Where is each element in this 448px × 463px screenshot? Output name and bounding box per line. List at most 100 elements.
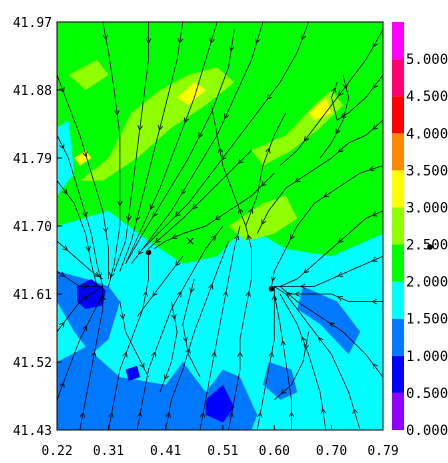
- streamline-arrow: [82, 325, 88, 332]
- streamline-arrow: [59, 271, 66, 277]
- streamline-arrow: [93, 271, 100, 277]
- streamline-arrow: [372, 363, 378, 370]
- streamline-arrow: [176, 291, 182, 298]
- streamline-arrow: [91, 351, 97, 358]
- streamline-arrow: [82, 211, 88, 218]
- streamline-arrow: [59, 321, 65, 328]
- streamline-13: [331, 74, 383, 121]
- colorbar-bin-10: [392, 22, 404, 60]
- streamline-arrow: [150, 351, 157, 358]
- streamline-arrow: [371, 211, 378, 217]
- station-point-0: [145, 249, 152, 256]
- y-tick-label: 41.52: [13, 356, 52, 371]
- streamline-arrow: [342, 83, 348, 90]
- streamline-33: [57, 240, 104, 280]
- streamline-9: [142, 22, 309, 249]
- streamline-arrow: [82, 151, 88, 158]
- streamline-arrow: [301, 34, 307, 40]
- streamline-arrow: [255, 37, 261, 44]
- streamline-arrow: [245, 290, 251, 297]
- colorbar-bin-9: [392, 59, 404, 97]
- colorbar-bin-8: [392, 96, 404, 134]
- x-tick-label: 0.60: [259, 444, 290, 459]
- streamline-arrow: [246, 234, 252, 241]
- streamline-arrow: [352, 408, 358, 415]
- streamline-arrow: [62, 188, 68, 195]
- streamline-arrow: [371, 256, 378, 262]
- streamline-arrow: [181, 188, 187, 195]
- streamline-arrow: [217, 147, 224, 154]
- streamline-arrow: [59, 143, 65, 150]
- streamline-arrow: [237, 158, 244, 165]
- streamline-arrow: [134, 215, 141, 222]
- streamline-arrow: [337, 296, 344, 302]
- streamline-39: [182, 278, 201, 378]
- streamline-arrow: [290, 234, 295, 241]
- streamline-arrow: [237, 351, 243, 357]
- streamline-arrow: [371, 298, 377, 305]
- colorbar-bin-0: [392, 392, 404, 430]
- streamline-arrow: [102, 227, 109, 233]
- streamline-arrow: [337, 271, 344, 277]
- streamline-arrow: [228, 411, 234, 418]
- streamline-arrow: [320, 408, 327, 414]
- streamline-arrow: [189, 287, 195, 294]
- streamline-arrow: [154, 237, 161, 244]
- streamline-arrow: [100, 294, 106, 301]
- streamline-arrow: [114, 109, 120, 116]
- streamline-arrow: [303, 267, 310, 274]
- streamline-6: [125, 22, 218, 264]
- streamline-arrow: [318, 336, 324, 343]
- streamline-15: [271, 165, 383, 287]
- streamline-27: [136, 225, 224, 430]
- colorbar-tick-label: 5.000: [406, 52, 448, 68]
- streamline-arrow: [337, 147, 344, 153]
- x-tick-label: 0.79: [367, 444, 398, 459]
- streamline-11: [153, 172, 275, 250]
- streamline-arrow: [234, 234, 240, 241]
- streamline-arrow: [171, 233, 178, 239]
- contour-region-1: [57, 120, 75, 196]
- streamline-12: [279, 29, 383, 166]
- streamline-arrow: [208, 283, 214, 290]
- streamline-20: [273, 293, 292, 430]
- streamline-arrow: [171, 313, 177, 320]
- streamlines: [57, 22, 383, 430]
- streamline-arrow: [266, 94, 273, 100]
- x-tick-label: 0.70: [316, 444, 347, 459]
- streamline-arrow: [238, 208, 244, 214]
- streamline-arrow: [214, 215, 221, 221]
- streamline-arrow: [138, 249, 144, 255]
- streamline-19: [256, 286, 275, 430]
- streamline-arrow: [108, 411, 114, 418]
- streamline-5: [119, 22, 184, 272]
- streamline-23: [279, 286, 383, 378]
- streamline-2: [57, 180, 98, 287]
- streamline-arrow: [303, 135, 310, 142]
- y-tick-label: 41.70: [13, 220, 52, 235]
- x-tick-label: 0.41: [150, 444, 181, 459]
- colorbar-bin-7: [392, 133, 404, 171]
- streamline-arrow: [303, 344, 309, 350]
- streamline-arrow: [145, 38, 152, 44]
- colorbar-tick-label: 2.500: [406, 238, 448, 254]
- streamline-arrow: [337, 237, 344, 244]
- streamline-arrow: [59, 381, 65, 388]
- streamline-35: [211, 105, 247, 227]
- streamline-arrow: [323, 192, 330, 198]
- streamline-arrow: [331, 87, 337, 94]
- contour-region-7: [205, 384, 235, 423]
- streamline-arrow: [288, 411, 295, 418]
- streamline-arrow: [372, 82, 378, 89]
- streamline-1: [57, 135, 104, 287]
- station-point-1: [268, 285, 275, 292]
- streamline-14: [256, 119, 383, 234]
- colorbar-tick-labels: 0.000 0.500 1.000 1.500 2.000 2.500 3.000 3.500…: [406, 52, 448, 439]
- streamline-arrow: [198, 132, 204, 139]
- streamline-arrow: [185, 347, 191, 354]
- streamline-16: [279, 210, 383, 287]
- streamline-arrow: [265, 147, 271, 154]
- streamline-arrow: [119, 313, 126, 320]
- x-tick-label: 0.22: [41, 444, 72, 459]
- streamline-4: [113, 22, 149, 272]
